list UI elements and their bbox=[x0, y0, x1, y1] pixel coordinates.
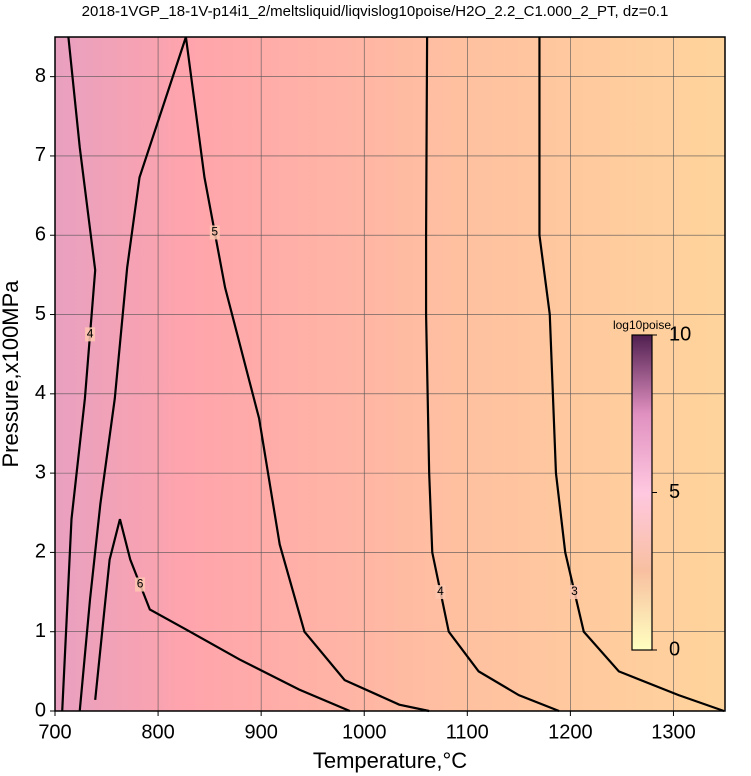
y-tick-label: 7 bbox=[35, 144, 46, 166]
contour-label: 4 bbox=[87, 327, 94, 341]
colorbar-label: log10poise bbox=[613, 318, 671, 332]
y-tick-label: 6 bbox=[35, 224, 46, 246]
contour-line bbox=[424, 36, 560, 713]
colorbar bbox=[631, 334, 653, 651]
contour-label-bg bbox=[135, 577, 146, 592]
x-axis-label: Temperature,°C bbox=[313, 748, 467, 773]
y-tick-label: 2 bbox=[35, 541, 46, 563]
y-tick-label: 5 bbox=[35, 303, 46, 325]
x-tick-label: 900 bbox=[244, 721, 277, 743]
contour-label-bg bbox=[85, 327, 96, 342]
plot-background bbox=[55, 37, 725, 711]
x-tick-label: 1200 bbox=[548, 721, 593, 743]
contour-label: 5 bbox=[211, 225, 218, 239]
x-tick-label: 1100 bbox=[446, 721, 489, 743]
contour-line bbox=[78, 36, 430, 713]
contour-label-bg bbox=[435, 585, 446, 600]
colorbar-tick-label: 10 bbox=[669, 323, 691, 345]
y-axis-label: Pressure,x100MPa bbox=[0, 280, 23, 468]
contour-label: 3 bbox=[571, 584, 578, 598]
colorbar-tick-label: 5 bbox=[669, 481, 680, 503]
contour-label: 6 bbox=[137, 577, 144, 591]
contour-label-bg bbox=[569, 585, 580, 600]
plot-frame bbox=[54, 36, 726, 712]
x-tick-label: 1000 bbox=[342, 721, 387, 743]
x-tick-label: 700 bbox=[38, 721, 71, 743]
contour-label: 4 bbox=[437, 584, 444, 598]
contour-line bbox=[538, 37, 725, 713]
y-tick-label: 8 bbox=[35, 65, 46, 87]
contour-label-bg bbox=[209, 225, 220, 240]
y-tick-label: 0 bbox=[35, 699, 46, 721]
y-tick-label: 4 bbox=[35, 382, 46, 404]
chart-title: 2018-1VGP_18-1V-p14i1_2/meltsliquid/liqv… bbox=[82, 3, 669, 20]
x-tick-label: 1300 bbox=[651, 721, 696, 743]
colorbar-tick-label: 0 bbox=[669, 638, 680, 660]
x-tick-label: 800 bbox=[141, 721, 174, 743]
y-tick-label: 3 bbox=[35, 461, 46, 483]
y-tick-label: 1 bbox=[35, 620, 46, 642]
